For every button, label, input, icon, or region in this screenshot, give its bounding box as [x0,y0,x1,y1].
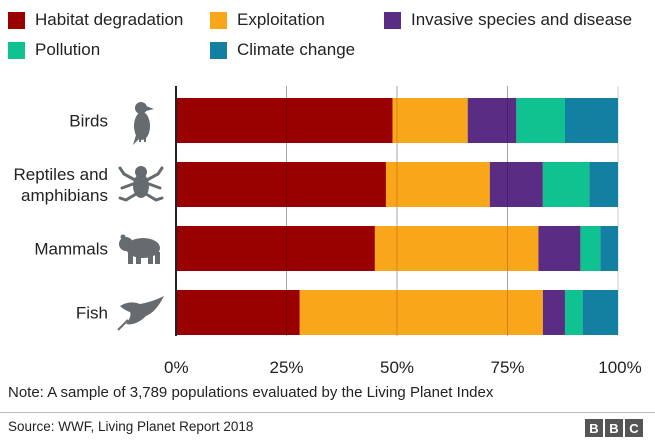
bar-segment [176,162,386,207]
stacked-bar-chart: Birds Reptiles and amphibians Mammals Fish 0… [13,86,642,377]
legend-swatch [8,11,25,29]
bar-segment [176,290,300,335]
bar-segment [564,290,583,335]
bar-segment [176,98,393,143]
bar-segment [582,290,618,335]
bar-segment [374,226,539,271]
bbc-logo-letter: B [585,419,603,437]
legend-label: Habitat degradation [35,10,184,29]
legend-swatch [8,41,25,59]
legend-item-habitat-degradation: Habitat degradation [8,8,183,32]
category-label: Fish [76,304,108,323]
category-label: Mammals [34,240,108,259]
legend-item-invasive-species: Invasive species and disease [384,8,632,32]
category-label: Reptiles and [13,165,108,184]
chart-note: Note: A sample of 3,789 populations eval… [8,384,494,401]
bar-segment [299,290,543,335]
bird-icon [133,102,154,145]
category-icons [117,102,164,331]
bear-icon [119,234,160,264]
bar-segment [516,98,565,143]
legend-item-climate-change: Climate change [210,38,355,62]
x-tick-labels: 0% 25% 50% 75% 100% [164,358,642,377]
bar-segment [176,226,375,271]
bar-segment [467,98,517,143]
x-tick-label: 25% [269,358,303,377]
x-tick-label: 100% [598,358,641,377]
legend-label: Pollution [35,40,101,59]
legend-swatch [210,41,227,59]
bar-segment [600,226,618,271]
legend-item-exploitation: Exploitation [210,8,325,32]
legend-item-pollution: Pollution [8,38,100,62]
bar-segment [392,98,468,143]
bar-segment [489,162,543,207]
bar-segment [542,162,590,207]
bbc-logo-letter: B [605,419,623,437]
category-label: amphibians [21,186,108,205]
x-tick-label: 75% [490,358,524,377]
bbc-logo: B B C [585,419,643,437]
bar-segment [564,98,618,143]
legend: Habitat degradation Exploitation Invasiv… [0,0,655,70]
bar-segment [589,162,618,207]
legend-swatch [384,11,401,29]
legend-swatch [210,11,227,29]
x-tick-label: 50% [380,358,414,377]
legend-label: Climate change [237,40,356,59]
frog-icon [118,166,164,202]
bar-segment [580,226,601,271]
legend-label: Invasive species and disease [411,10,633,29]
manta-ray-icon [117,296,164,331]
bbc-logo-letter: C [625,419,643,437]
bars [176,86,618,336]
bar-segment [385,162,490,207]
divider [0,412,655,413]
x-tick-label: 0% [164,358,189,377]
legend-label: Exploitation [237,10,325,29]
source-text: Source: WWF, Living Planet Report 2018 [8,419,254,434]
bar-segment [542,290,565,335]
category-labels: Birds Reptiles and amphibians Mammals Fish [13,112,108,323]
category-label: Birds [69,112,108,131]
bar-segment [538,226,581,271]
